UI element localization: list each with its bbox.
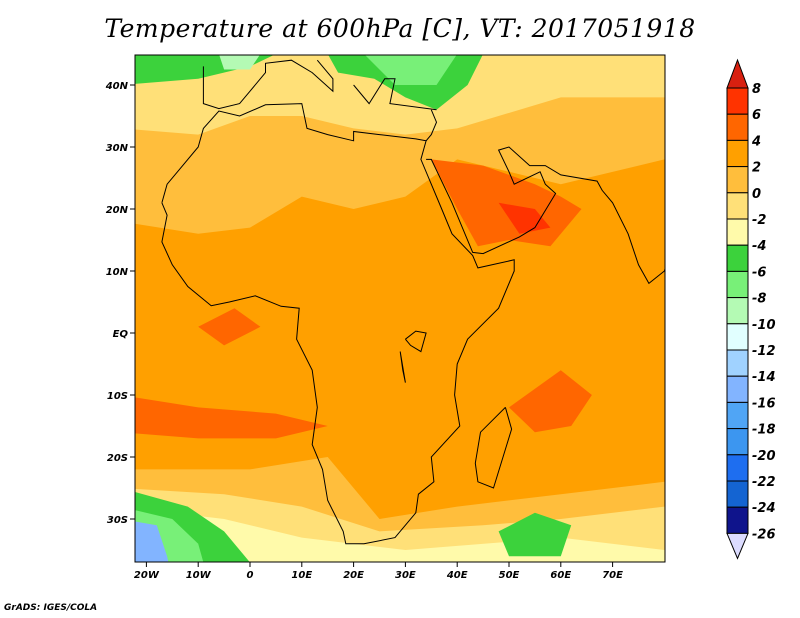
lon-label: 50E: [499, 570, 520, 581]
colorbar-box: [726, 480, 749, 508]
colorbar-box: [726, 323, 749, 351]
colorbar-box: [726, 506, 749, 534]
temperature-contour-region: [498, 202, 551, 234]
colorbar-box: [726, 87, 749, 115]
lon-label: 40E: [446, 570, 468, 581]
colorbar-box: [726, 375, 749, 403]
colorbar-label: -8: [752, 292, 766, 307]
lat-label: 30S: [107, 515, 128, 526]
colorbar-label: -18: [752, 423, 776, 438]
colorbar-label: -12: [752, 344, 776, 359]
temperature-field: [135, 55, 665, 562]
map-frame: [134, 54, 666, 563]
colorbar-label: -6: [752, 265, 766, 280]
coastline: [425, 109, 438, 142]
temperature-contour-region: [219, 55, 260, 70]
temperature-contour-region: [365, 55, 457, 85]
coastline: [399, 351, 406, 383]
coastline: [426, 146, 665, 285]
colorbar-under-triangle: [726, 532, 749, 560]
colorbar-label: -20: [752, 449, 776, 464]
colorbar: 8 6 4 2 0 -2 -4 -6 -8 -10 -12 -14 -16 -18 -20 -22 -24 -26: [726, 58, 776, 560]
colorbar-box: [726, 218, 749, 246]
lon-label: 20E: [343, 570, 364, 581]
lon-label: 10W: [186, 570, 212, 581]
lat-label: 10S: [107, 391, 128, 402]
latitude-axis: 40N 30N 20N 10N EQ 10S 20S 30S: [105, 81, 135, 526]
colorbar-label: -26: [752, 527, 776, 542]
colorbar-box: [726, 401, 749, 430]
temperature-contour-region: [198, 308, 261, 346]
colorbar-label: 6: [752, 108, 761, 123]
colorbar-label: -24: [752, 501, 776, 516]
colorbar-box: [726, 349, 749, 377]
lon-label: 10E: [291, 570, 312, 581]
colorbar-label: -2: [752, 213, 766, 228]
lon-label: 30E: [395, 570, 416, 581]
lat-label: 20N: [106, 205, 129, 216]
lat-label: 20S: [107, 453, 128, 464]
longitude-axis: 20W 10W 0 10E 20E 30E 40E 50E 60E 70E: [134, 562, 623, 581]
colorbar-box: [726, 113, 749, 141]
colorbar-label: -16: [752, 396, 776, 411]
map-title: Temperature at 600hPa [C], VT: 201705191…: [104, 14, 696, 43]
colorbar-label: 2: [752, 161, 761, 176]
colorbar-label: 4: [751, 134, 761, 149]
colorbar-box: [726, 244, 749, 272]
colorbar-label: 8: [752, 82, 761, 97]
lon-label: 20W: [134, 570, 160, 581]
colorbar-label: -22: [752, 475, 776, 490]
temperature-contour-region: [135, 521, 169, 562]
colorbar-over-triangle: [726, 58, 749, 89]
coastline: [202, 59, 334, 110]
lon-label: 0: [247, 570, 254, 581]
lon-label: 70E: [602, 570, 623, 581]
colorbar-label: -4: [752, 239, 766, 254]
colorbar-box: [726, 297, 749, 325]
coastline: [474, 407, 513, 489]
colorbar-box: [726, 454, 749, 482]
lat-label: 30N: [106, 143, 129, 154]
coastlines: [161, 59, 665, 545]
temperature-contour-region: [135, 397, 328, 439]
lat-label: EQ: [113, 329, 129, 340]
temperature-contour-region: [498, 512, 572, 557]
colorbar-box: [726, 428, 749, 456]
coastline: [161, 103, 515, 545]
colorbar-box: [726, 270, 749, 299]
temperature-contour-region: [135, 55, 665, 135]
temperature-contour-region: [509, 370, 592, 433]
colorbar-box: [726, 192, 749, 220]
colorbar-box: [726, 139, 749, 168]
lat-label: 40N: [105, 81, 129, 92]
colorbar-box: [726, 166, 749, 194]
lat-label: 10N: [106, 267, 129, 278]
lon-label: 60E: [550, 570, 571, 581]
coastline: [353, 78, 437, 111]
colorbar-label: 0: [752, 187, 761, 202]
grads-credit: GrADS: IGES/COLA: [4, 603, 98, 613]
coastline: [405, 330, 427, 353]
colorbar-label: -10: [752, 318, 776, 333]
colorbar-label: -14: [752, 370, 776, 385]
